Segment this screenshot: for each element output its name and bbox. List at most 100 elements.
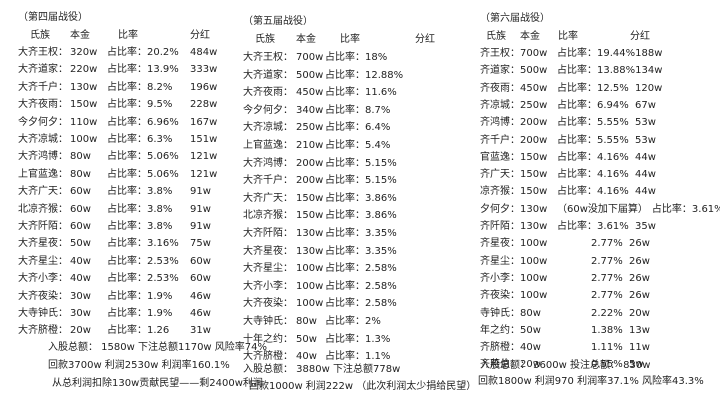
cell-label: 占比率：: [107, 116, 147, 128]
cell-amount: 100w: [520, 255, 548, 267]
cell-name: 大寺钟氏：: [243, 316, 293, 327]
cell-amount: 40w: [296, 351, 317, 363]
cell-dividend: 91w: [190, 203, 211, 215]
cell-amount: 210w: [296, 140, 324, 151]
cell-dividend: 60w: [190, 273, 211, 285]
cell-amount: 150w: [520, 186, 548, 198]
cell-ratio: 3.61%: [597, 221, 629, 232]
cell-name: 大齐王权：: [18, 47, 68, 58]
summary-line: 入股总额： 1580w 下注总额1170w 风险率74%: [48, 342, 268, 353]
cell-amount: 50w: [296, 333, 317, 345]
table-row: 大齐鸿博： 200w 占比率： 5.15%: [243, 157, 415, 171]
cell-amount: 100w: [296, 263, 324, 275]
cell-amount: 220w: [70, 64, 98, 76]
cell-dividend: 91w: [190, 221, 211, 232]
cell-label: 占比率：: [325, 280, 365, 292]
cell-name: 齐道家：: [480, 65, 520, 77]
cell-name: 齐王权：: [480, 48, 520, 59]
cell-amount: 320w: [70, 47, 98, 58]
cell-amount: 20w: [520, 359, 541, 371]
cell-dividend: 35w: [635, 221, 656, 232]
cell-ratio: 2.22%: [591, 307, 623, 319]
table-row: 大齐鸿博： 80w 占比率： 5.06% 121w: [18, 150, 221, 164]
cell-amount: 100w: [296, 280, 324, 292]
table-title: （第四届战役）: [18, 12, 88, 23]
table-row: 齐星夜： 100w 2.77% 26w: [480, 237, 654, 251]
cell-amount: 50w: [70, 238, 91, 250]
cell-label: 占比率：: [107, 186, 147, 198]
cell-amount: 80w: [70, 168, 91, 180]
table-row: 年之约： 50w 1.38% 13w: [480, 324, 654, 338]
cell-amount: 150w: [520, 169, 548, 181]
cell-ratio: 3.8%: [147, 221, 173, 232]
cell-dividend: 13w: [629, 324, 650, 336]
summary-line: 入股总额： 3880w 下注总额778w: [243, 364, 401, 375]
cell-dividend: 11w: [629, 342, 650, 354]
cell-name: 大齐夜染：: [243, 298, 293, 310]
column-header: 比率: [118, 30, 138, 41]
cell-label: 占比率：: [325, 245, 365, 257]
table-row: 大齐脐橙： 40w 占比率： 1.1%: [243, 350, 415, 364]
cell-dividend: 26w: [629, 238, 650, 250]
summary-line: 入股总额： 3600w 投注总额： 830w: [480, 360, 651, 371]
cell-label: 占比率：: [325, 69, 365, 81]
cell-amount: 80w: [296, 316, 317, 327]
cell-amount: 700w: [520, 48, 548, 59]
cell-name: 齐小李：: [480, 272, 520, 284]
cell-dividend: 53w: [635, 134, 656, 146]
cell-amount: 60w: [70, 203, 91, 215]
cell-amount: 130w: [520, 221, 548, 232]
column-header: 分红: [415, 34, 435, 45]
column-header: 氏族: [30, 30, 50, 41]
cell-amount: 200w: [520, 117, 548, 129]
cell-label: 占比率：: [325, 228, 365, 239]
cell-label: 占比率：: [325, 122, 365, 134]
cell-dividend: 167w: [190, 116, 218, 128]
cell-name: 大齐夜染：: [18, 290, 68, 302]
table-row: 大齐星夜： 130w 占比率： 3.35%: [243, 245, 415, 259]
table-row: 大齐千户： 130w 占比率： 8.2% 196w: [18, 81, 221, 95]
cell-label: 占比率：: [107, 308, 147, 319]
cell-label: 占比率：: [107, 47, 147, 58]
cell-ratio: 2.77%: [591, 255, 623, 267]
cell-label: 占比率：: [325, 316, 365, 327]
cell-amount: 100w: [296, 298, 324, 310]
cell-label: 占比率：: [107, 168, 147, 180]
cell-ratio: 3.35%: [365, 245, 397, 257]
cell-name: 大齐广天：: [18, 186, 68, 198]
column-header: 分红: [630, 31, 650, 42]
cell-label: 占比率：: [557, 82, 597, 94]
cell-ratio: 3.86%: [365, 192, 397, 204]
cell-ratio: 5.06%: [147, 151, 179, 163]
cell-label: 占比率：: [107, 203, 147, 215]
table-row: 大齐凉城： 250w 占比率： 6.4%: [243, 121, 415, 135]
table-row: 齐鸿博： 200w 占比率： 5.55% 53w: [480, 116, 660, 130]
table-row: 大齐道家： 220w 占比率： 13.9% 333w: [18, 63, 221, 77]
table-row: 官蓝逸： 150w 占比率： 4.16% 44w: [480, 151, 660, 165]
cell-amount: 500w: [296, 69, 324, 81]
cell-label: 占比率：: [557, 99, 597, 111]
cell-name: 大齐阡陌：: [243, 228, 293, 239]
cell-ratio: 1.3%: [365, 333, 391, 345]
cell-name: 北凉齐猴：: [243, 210, 293, 222]
table-row: 大齐小李： 40w 占比率： 2.53% 60w: [18, 272, 215, 286]
cell-name: 大齐脐橙：: [18, 325, 68, 337]
cell-ratio: 3.16%: [147, 238, 179, 250]
cell-dividend: 75w: [190, 238, 211, 250]
cell-label: 占比率：: [325, 52, 365, 63]
cell-ratio: 8.7%: [365, 104, 391, 116]
table-row: 大齐脐橙： 20w 占比率： 1.26 31w: [18, 324, 215, 338]
cell-label: 占比率：: [107, 290, 147, 302]
cell-amount: 150w: [520, 151, 548, 163]
column-header: 比率: [340, 34, 360, 45]
cell-ratio: 1.9%: [147, 308, 173, 319]
cell-dividend: 134w: [635, 65, 663, 77]
table-row: 齐夜雨： 450w 占比率： 12.5% 120w: [480, 82, 666, 96]
cell-dividend: 31w: [190, 325, 211, 337]
cell-ratio: 5.4%: [365, 140, 391, 151]
column-header: 本金: [520, 31, 540, 42]
cell-ratio: 2.77%: [591, 272, 623, 284]
cell-name: 大齐道家：: [18, 64, 68, 76]
cell-amount: 100w: [520, 238, 548, 250]
table-row: 今夕何夕： 110w 占比率： 6.96% 167w: [18, 116, 221, 130]
